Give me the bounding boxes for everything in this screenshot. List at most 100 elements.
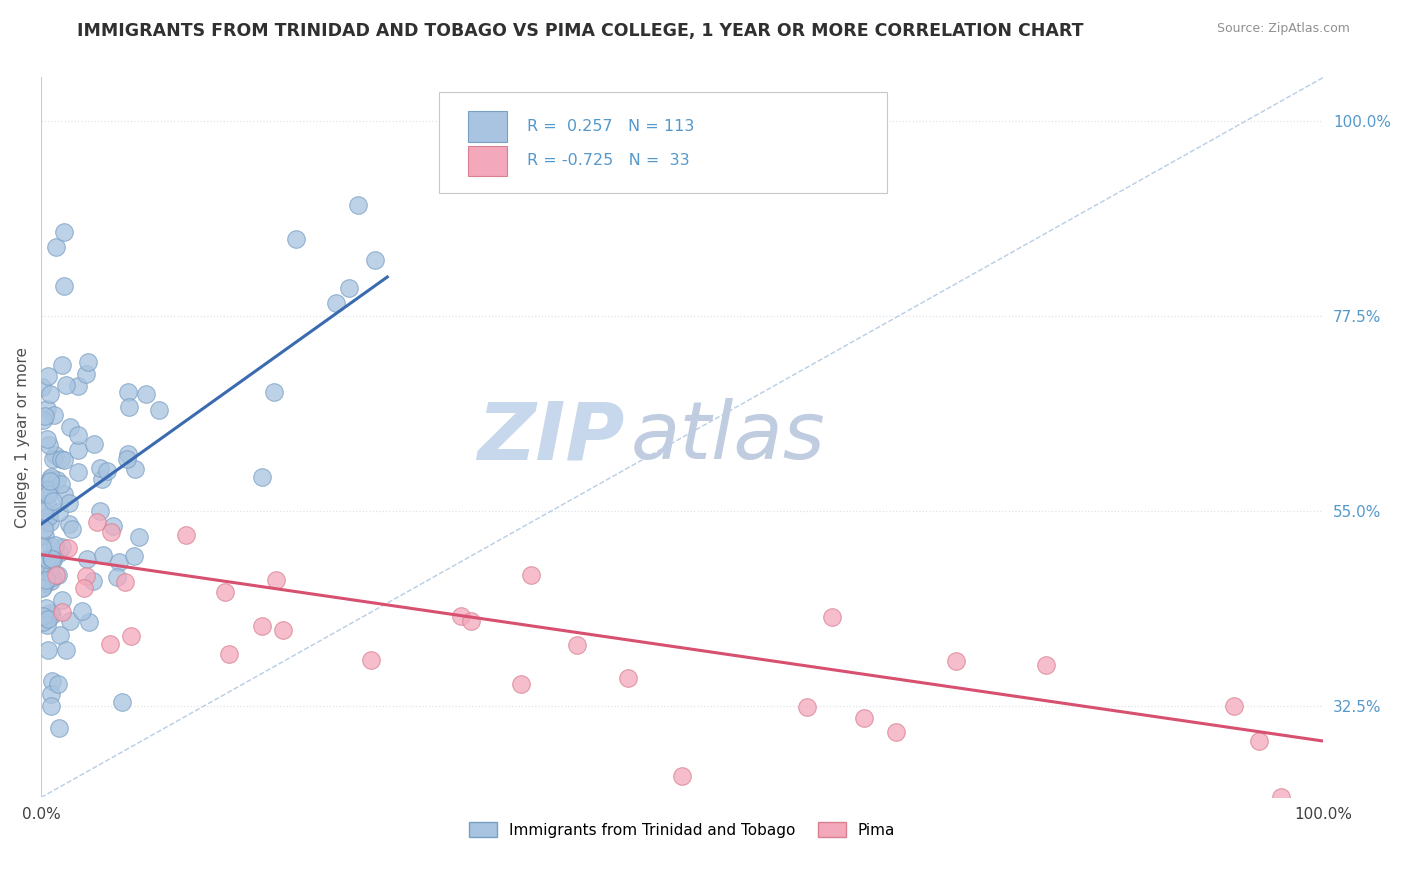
Point (42, 494, 65, 508)
Point (1035, 658, 1057, 673)
Point (214, 584, 236, 599)
Point (100, 525, 122, 540)
Point (41, 673, 63, 688)
Point (510, 676, 533, 690)
Point (77, 355, 100, 369)
Point (520, 567, 543, 582)
Point (58, 516, 80, 531)
Point (51, 605, 73, 619)
Point (53, 487, 76, 501)
Point (48, 505, 70, 519)
Point (128, 530, 150, 544)
Point (135, 386, 157, 401)
Point (263, 385, 285, 400)
Point (117, 447, 139, 461)
Point (45, 473, 67, 487)
Point (77, 615, 100, 630)
Point (51, 358, 73, 372)
Point (117, 384, 139, 399)
Point (41, 570, 63, 584)
Point (34, 409, 56, 424)
Point (41, 451, 63, 466)
Point (39, 699, 62, 714)
Point (325, 296, 347, 310)
Point (82, 574, 104, 588)
Point (72, 604, 94, 618)
Point (111, 695, 134, 709)
Point (37, 642, 59, 657)
Point (39, 574, 62, 589)
Point (32, 581, 55, 595)
Point (285, 232, 308, 246)
Point (115, 451, 138, 466)
Point (35, 432, 58, 446)
Point (337, 281, 360, 295)
Point (37, 612, 59, 626)
Point (450, 608, 472, 623)
Text: IMMIGRANTS FROM TRINIDAD AND TOBAGO VS PIMA COLLEGE, 1 YEAR OR MORE CORRELATION : IMMIGRANTS FROM TRINIDAD AND TOBAGO VS P… (77, 22, 1084, 40)
Point (55, 377, 77, 392)
Text: Source: ZipAtlas.com: Source: ZipAtlas.com (1216, 22, 1350, 36)
Point (34, 529, 56, 543)
Point (46, 677, 69, 691)
Point (39, 551, 62, 566)
Y-axis label: College, 1 year or more: College, 1 year or more (15, 347, 30, 528)
Point (31, 540, 53, 554)
Point (250, 619, 273, 633)
Point (72, 581, 94, 595)
Point (42, 552, 65, 566)
Point (37, 368, 59, 383)
Point (565, 638, 588, 652)
Point (48, 721, 70, 735)
Point (124, 462, 146, 476)
Point (32, 609, 55, 624)
Point (671, 769, 693, 783)
Point (89, 461, 111, 475)
Point (38, 481, 60, 495)
Point (38, 437, 60, 451)
Point (107, 570, 129, 584)
Point (945, 654, 967, 668)
Point (38, 561, 60, 575)
Point (76, 551, 98, 566)
Point (118, 401, 141, 415)
Point (37, 483, 59, 497)
Point (100, 637, 122, 651)
Legend: Immigrants from Trinidad and Tobago, Pima: Immigrants from Trinidad and Tobago, Pim… (463, 816, 901, 844)
Point (39, 606, 62, 620)
Point (120, 629, 142, 643)
Point (91, 472, 114, 486)
Text: R = -0.725   N =  33: R = -0.725 N = 33 (527, 153, 690, 169)
Point (58, 496, 80, 510)
Point (38, 509, 60, 524)
Point (55, 643, 77, 657)
Point (86, 515, 108, 529)
Point (37, 499, 59, 513)
Point (41, 470, 63, 484)
Point (60, 522, 83, 536)
Point (51, 593, 73, 607)
Point (271, 623, 294, 637)
Point (49, 452, 72, 467)
Point (41, 539, 63, 553)
Point (360, 653, 382, 667)
FancyBboxPatch shape (439, 92, 887, 193)
Point (51, 540, 73, 554)
Point (48, 546, 70, 560)
Point (59, 615, 82, 629)
Point (66, 379, 89, 393)
Point (252, 470, 274, 484)
Point (67, 428, 90, 442)
Point (31, 615, 53, 629)
Point (148, 403, 170, 417)
Point (35, 566, 58, 581)
Point (31, 380, 53, 394)
Point (75, 569, 97, 583)
Text: R =  0.257   N = 113: R = 0.257 N = 113 (527, 119, 695, 134)
Point (53, 279, 76, 293)
Point (39, 472, 62, 486)
Point (89, 504, 111, 518)
Point (347, 197, 370, 211)
Point (66, 465, 89, 479)
Point (35, 600, 58, 615)
